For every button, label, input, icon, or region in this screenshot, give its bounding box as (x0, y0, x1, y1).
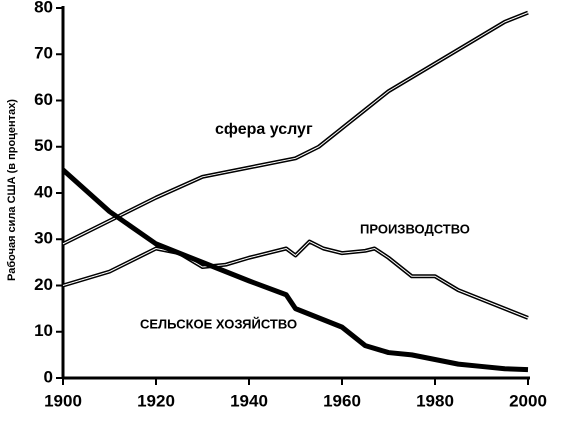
x-tick-label: 1900 (44, 391, 82, 410)
y-tick-label: 60 (34, 90, 53, 109)
line (61, 168, 529, 373)
y-tick-label: 0 (44, 367, 53, 386)
y-tick-label: 50 (34, 136, 53, 155)
y-tick-label: 30 (34, 229, 53, 248)
x-tick-label: 1960 (323, 391, 361, 410)
line-inner (62, 12, 529, 245)
x-tick-label: 1920 (137, 391, 175, 410)
y-tick-label: 40 (34, 182, 53, 201)
series-label: ПРОИЗВОДСТВО (360, 221, 470, 236)
y-tick-label: 10 (34, 321, 53, 340)
series-label: сфера услуг (215, 121, 313, 138)
y-tick-label: 80 (34, 0, 53, 16)
x-tick-label: 1940 (230, 391, 268, 410)
x-tick-label: 1980 (416, 391, 454, 410)
x-tick-label: 2000 (509, 391, 547, 410)
y-tick-label: 70 (34, 44, 53, 63)
y-tick-label: 20 (34, 275, 53, 294)
y-axis-label: Рабочая сила США (в процентах) (6, 99, 18, 281)
series-label: СЕЛЬСКОЕ ХОЗЯЙСТВО (140, 316, 297, 331)
